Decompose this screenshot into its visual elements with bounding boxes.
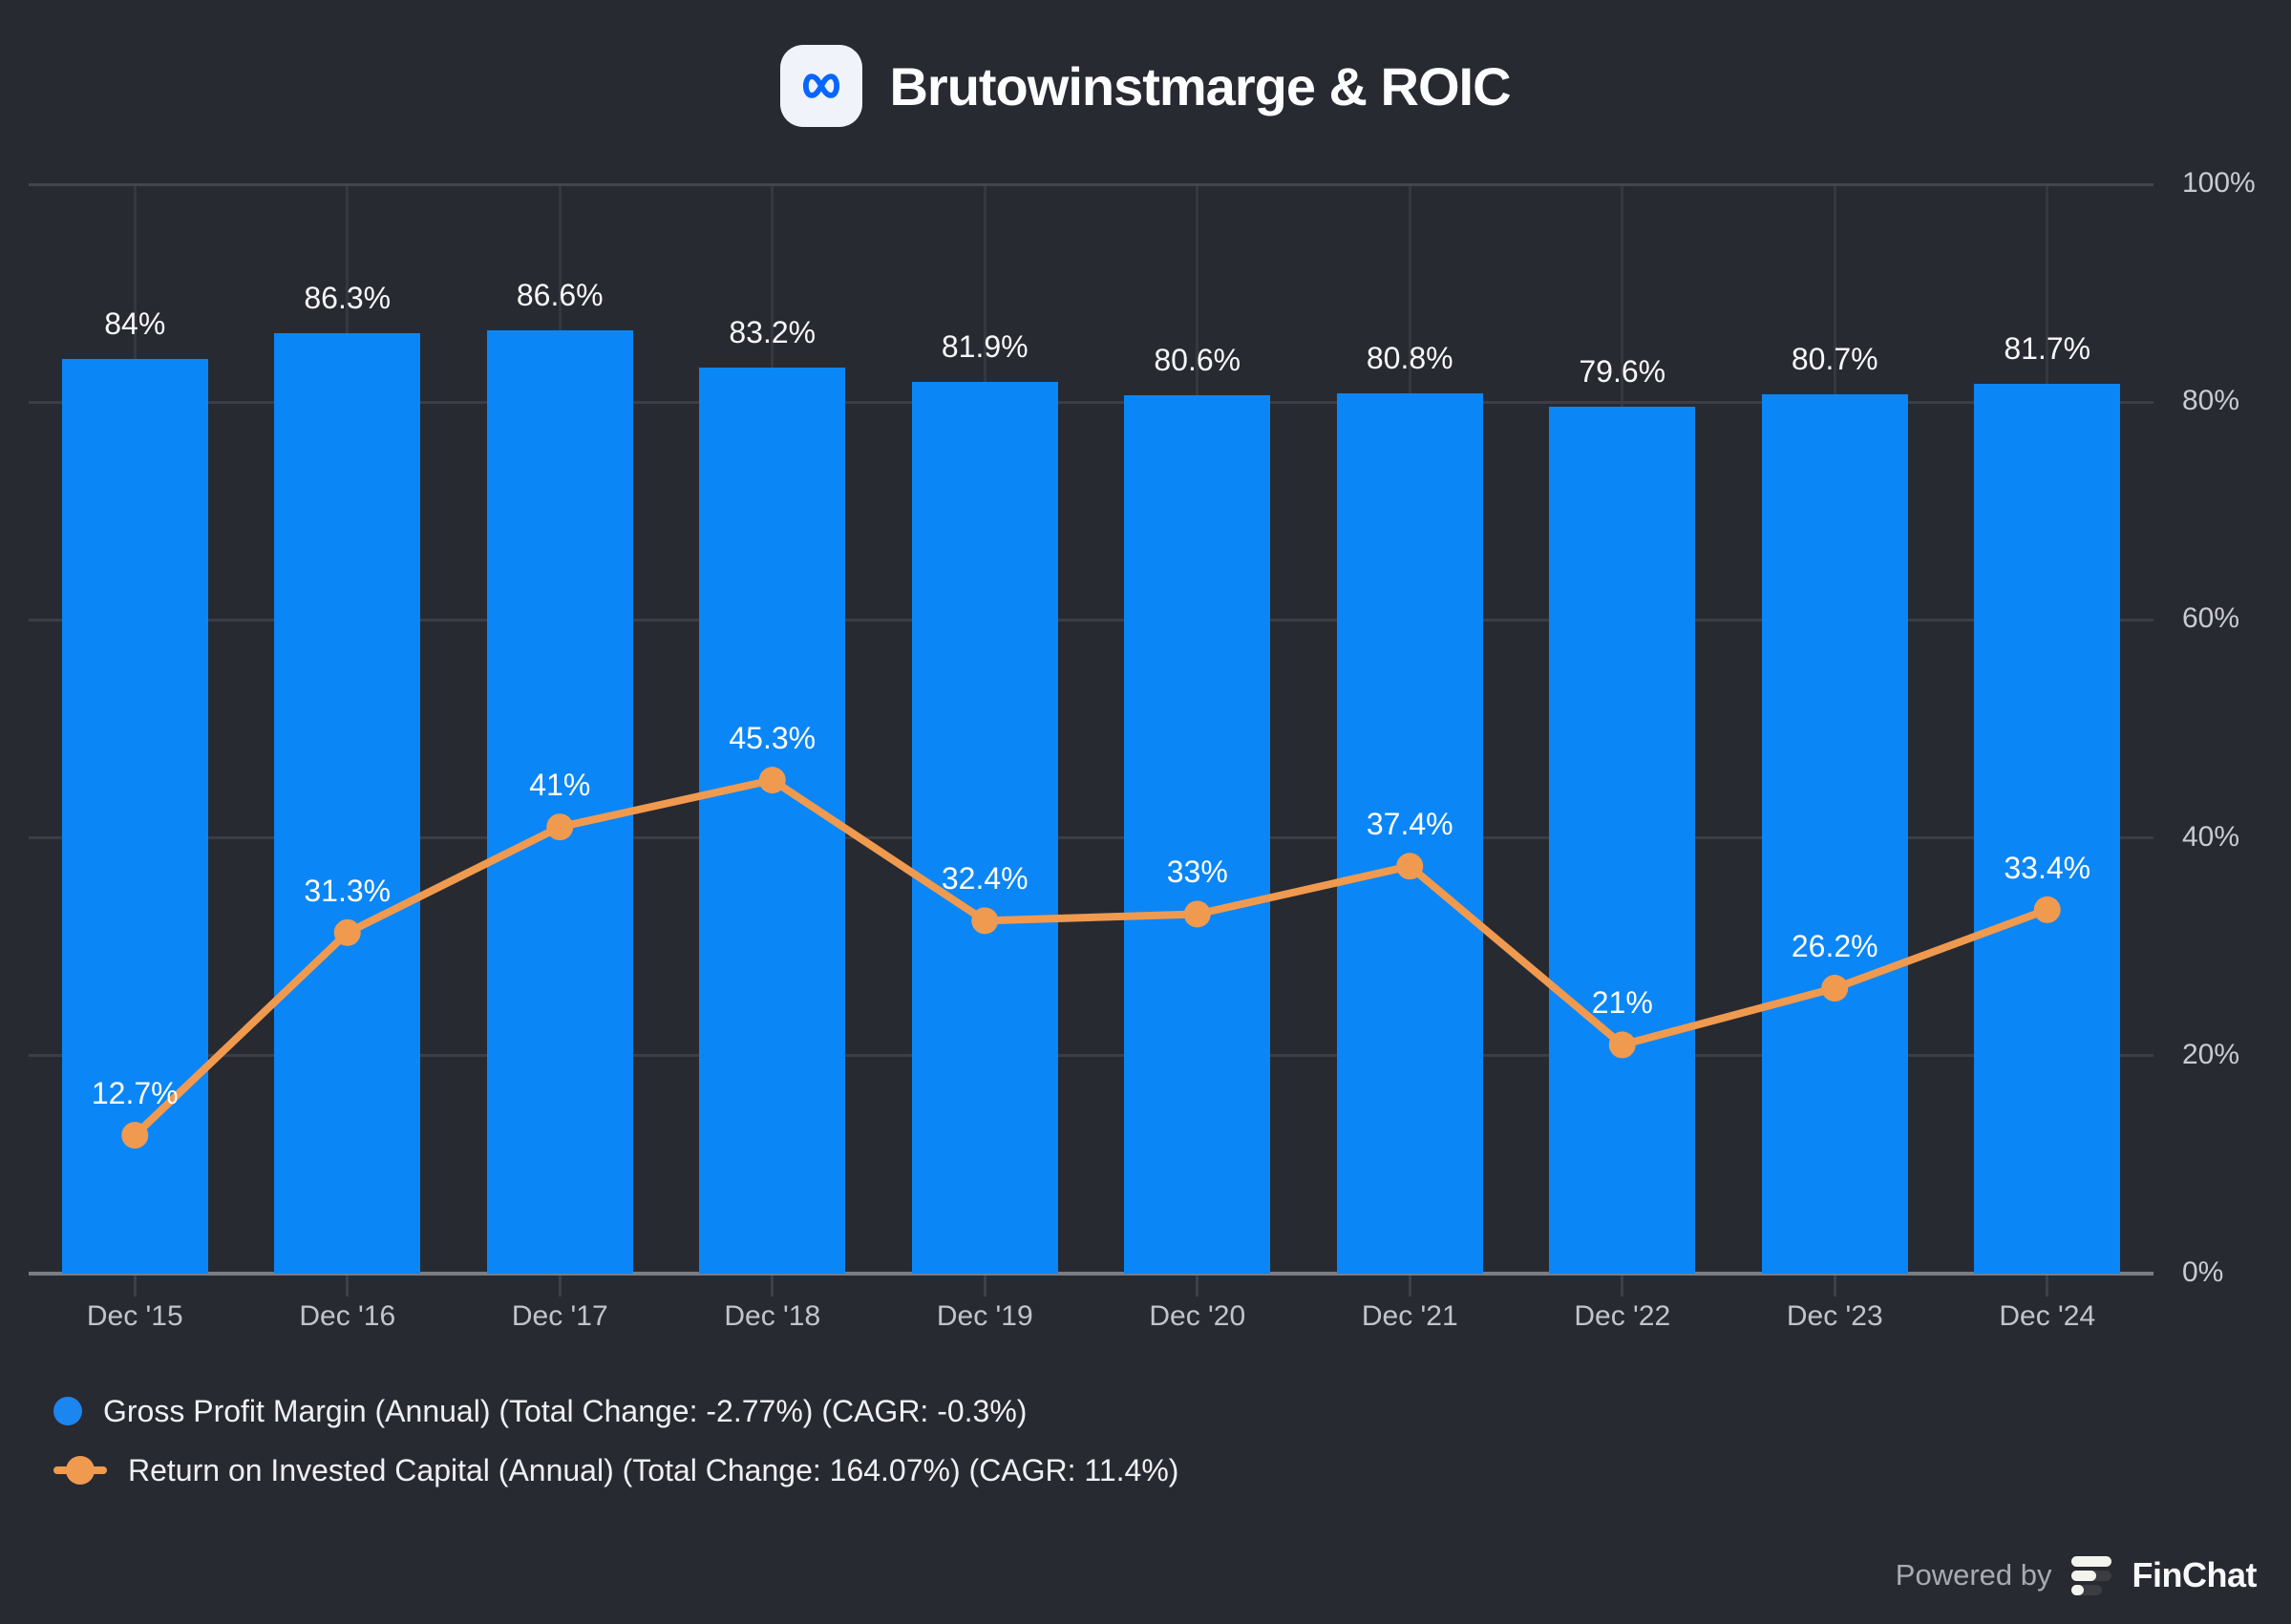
line-value-label: 37.4% (1366, 807, 1453, 842)
bar-gross-profit-margin[interactable] (61, 358, 208, 1274)
roic-line-point[interactable] (1608, 1031, 1636, 1059)
line-value-label: 31.3% (304, 873, 392, 908)
bar-value-label: 80.7% (1791, 342, 1878, 377)
y-axis-tick-label: 20% (2182, 1038, 2240, 1070)
bar-gross-profit-margin[interactable] (1761, 394, 1908, 1274)
x-axis-category-label: Dec '24 (1999, 1300, 2096, 1332)
roic-line-point[interactable] (1183, 900, 1211, 928)
x-axis-tick (1833, 1276, 1836, 1297)
line-value-label: 33% (1166, 854, 1228, 890)
x-axis-category-label: Dec '21 (1361, 1300, 1458, 1332)
x-axis-tick (558, 1276, 562, 1297)
x-axis-tick (771, 1276, 774, 1297)
finchat-brand-text: FinChat (2132, 1555, 2258, 1594)
y-axis-tick-label: 0% (2182, 1256, 2224, 1288)
roic-line-point[interactable] (2033, 896, 2061, 923)
line-value-label: 32.4% (941, 861, 1029, 896)
horizontal-gridline (29, 400, 2153, 404)
bar-value-label: 86.3% (304, 281, 392, 316)
footer-attribution: Powered by FinChat (1895, 1549, 2258, 1602)
bar-gross-profit-margin[interactable] (1549, 406, 1696, 1274)
legend-label: Return on Invested Capital (Annual) (Tot… (128, 1452, 1179, 1487)
horizontal-gridline (29, 836, 2153, 840)
roic-line-point[interactable] (1821, 975, 1849, 1002)
x-axis-category-label: Dec '16 (299, 1300, 396, 1332)
bar-value-label: 80.6% (1154, 343, 1241, 378)
y-axis-tick-label: 60% (2182, 602, 2240, 635)
legend-label: Gross Profit Margin (Annual) (Total Chan… (103, 1393, 1028, 1428)
bar-value-label: 79.6% (1579, 353, 1666, 389)
bar-gross-profit-margin[interactable] (699, 367, 846, 1274)
x-axis-tick (133, 1276, 137, 1297)
meta-logo-icon (780, 45, 863, 127)
bar-value-label: 81.9% (941, 328, 1029, 364)
bar-gross-profit-margin[interactable] (1336, 393, 1483, 1274)
bar-value-label: 84% (104, 306, 166, 341)
line-value-label: 26.2% (1791, 929, 1878, 964)
line-value-label: 12.7% (91, 1076, 179, 1111)
line-value-label: 21% (1591, 985, 1653, 1021)
x-axis-category-label: Dec '18 (724, 1300, 821, 1332)
x-axis-category-label: Dec '17 (511, 1300, 608, 1332)
bar-value-label: 80.8% (1366, 341, 1453, 376)
bar-gross-profit-margin[interactable] (911, 381, 1058, 1274)
bar-value-label: 81.7% (2004, 330, 2091, 366)
roic-line-point[interactable] (758, 767, 786, 794)
bar-gross-profit-margin[interactable] (1124, 395, 1271, 1274)
bar-value-label: 86.6% (516, 277, 604, 312)
x-axis-tick (983, 1276, 986, 1297)
x-axis-category-label: Dec '15 (86, 1300, 183, 1332)
line-value-label: 41% (529, 768, 591, 803)
x-axis-tick (1196, 1276, 1199, 1297)
y-axis-tick-label: 80% (2182, 385, 2240, 417)
chart-header: Brutowinstmarge & ROIC (0, 38, 2291, 134)
bar-gross-profit-margin[interactable] (486, 329, 633, 1274)
x-axis-category-label: Dec '23 (1786, 1300, 1883, 1332)
line-value-label: 33.4% (2004, 850, 2091, 885)
legend-dot (66, 1456, 95, 1485)
x-axis-tick (1408, 1276, 1411, 1297)
roic-line-point[interactable] (333, 918, 361, 946)
x-axis-category-label: Dec '20 (1149, 1300, 1246, 1332)
x-axis-tick (1621, 1276, 1624, 1297)
page-title: Brutowinstmarge & ROIC (889, 55, 1511, 116)
horizontal-gridline (29, 182, 2153, 186)
horizontal-gridline (29, 618, 2153, 622)
powered-by-text: Powered by (1895, 1558, 2052, 1592)
x-axis-category-label: Dec '22 (1574, 1300, 1671, 1332)
y-axis-tick-label: 40% (2182, 820, 2240, 853)
chart-legend: Gross Profit Margin (Annual) (Total Chan… (53, 1386, 1178, 1495)
legend-circle-marker-icon (53, 1397, 82, 1425)
x-axis-tick (346, 1276, 350, 1297)
legend-item[interactable]: Gross Profit Margin (Annual) (Total Chan… (53, 1386, 1178, 1436)
x-axis-line (29, 1272, 2153, 1276)
bar-gross-profit-margin[interactable] (1974, 383, 2121, 1274)
roic-line-path (131, 776, 2051, 1140)
bar-gross-profit-margin[interactable] (274, 333, 421, 1274)
x-axis-tick (2046, 1276, 2049, 1297)
roic-line-point[interactable] (546, 813, 574, 841)
line-value-label: 45.3% (729, 721, 817, 756)
legend-line-dot-marker-icon (53, 1456, 107, 1485)
meta-infinity-glyph (803, 74, 840, 98)
finchat-logo-icon (2069, 1552, 2115, 1598)
bar-value-label: 83.2% (729, 314, 817, 349)
roic-line-point[interactable] (1396, 853, 1424, 880)
y-axis-tick-label: 100% (2182, 167, 2256, 199)
x-axis-category-label: Dec '19 (936, 1300, 1033, 1332)
roic-line-point[interactable] (121, 1122, 149, 1149)
legend-item[interactable]: Return on Invested Capital (Annual) (Tot… (53, 1445, 1178, 1495)
horizontal-gridline (29, 1054, 2153, 1058)
roic-line-point[interactable] (971, 907, 999, 935)
